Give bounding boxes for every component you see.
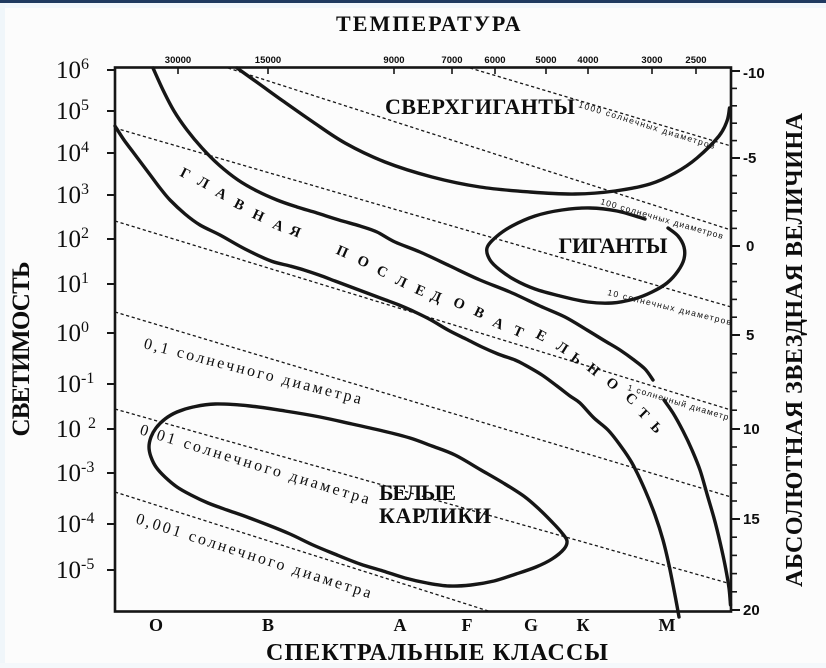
svg-text:15000: 15000 <box>255 55 281 66</box>
svg-text:К: К <box>576 615 589 635</box>
svg-text:3000: 3000 <box>641 55 662 66</box>
svg-text:15: 15 <box>743 511 760 528</box>
svg-text:6000: 6000 <box>484 55 505 66</box>
svg-text:ГИГАНТЫ: ГИГАНТЫ <box>559 233 668 258</box>
svg-text:30000: 30000 <box>165 55 191 66</box>
svg-text:4000: 4000 <box>577 55 598 66</box>
svg-text:М: М <box>659 615 676 635</box>
svg-text:5: 5 <box>746 327 754 344</box>
svg-text:5000: 5000 <box>535 55 556 66</box>
svg-text:7000: 7000 <box>441 55 462 66</box>
svg-text:10: 10 <box>743 421 760 438</box>
svg-text:-10: -10 <box>743 65 765 82</box>
svg-text:СВЕРХГИГАНТЫ: СВЕРХГИГАНТЫ <box>385 94 575 119</box>
svg-text:9000: 9000 <box>383 55 404 66</box>
svg-text:G: G <box>524 615 538 635</box>
svg-text:СВЕТИМОСТЬ: СВЕТИМОСТЬ <box>8 262 35 437</box>
svg-text:-5: -5 <box>743 150 756 167</box>
svg-text:20: 20 <box>743 602 760 619</box>
svg-text:0: 0 <box>746 238 754 255</box>
svg-text:О: О <box>149 615 163 635</box>
svg-text:АБСОЛЮТНАЯ ЗВЕЗДНАЯ ВЕЛИЧИНА: АБСОЛЮТНАЯ ЗВЕЗДНАЯ ВЕЛИЧИНА <box>782 112 808 587</box>
svg-text:В: В <box>262 615 274 635</box>
svg-text:СПЕКТРАЛЬНЫЕ КЛАССЫ: СПЕКТРАЛЬНЫЕ КЛАССЫ <box>266 640 608 666</box>
svg-text:F: F <box>462 615 473 635</box>
svg-text:А: А <box>394 615 407 635</box>
svg-text:КАРЛИКИ: КАРЛИКИ <box>379 503 491 528</box>
svg-text:2500: 2500 <box>685 55 706 66</box>
svg-text:БЕЛЫЕ: БЕЛЫЕ <box>379 480 456 505</box>
svg-text:ТЕМПЕРАТУРА: ТЕМПЕРАТУРА <box>336 11 522 36</box>
